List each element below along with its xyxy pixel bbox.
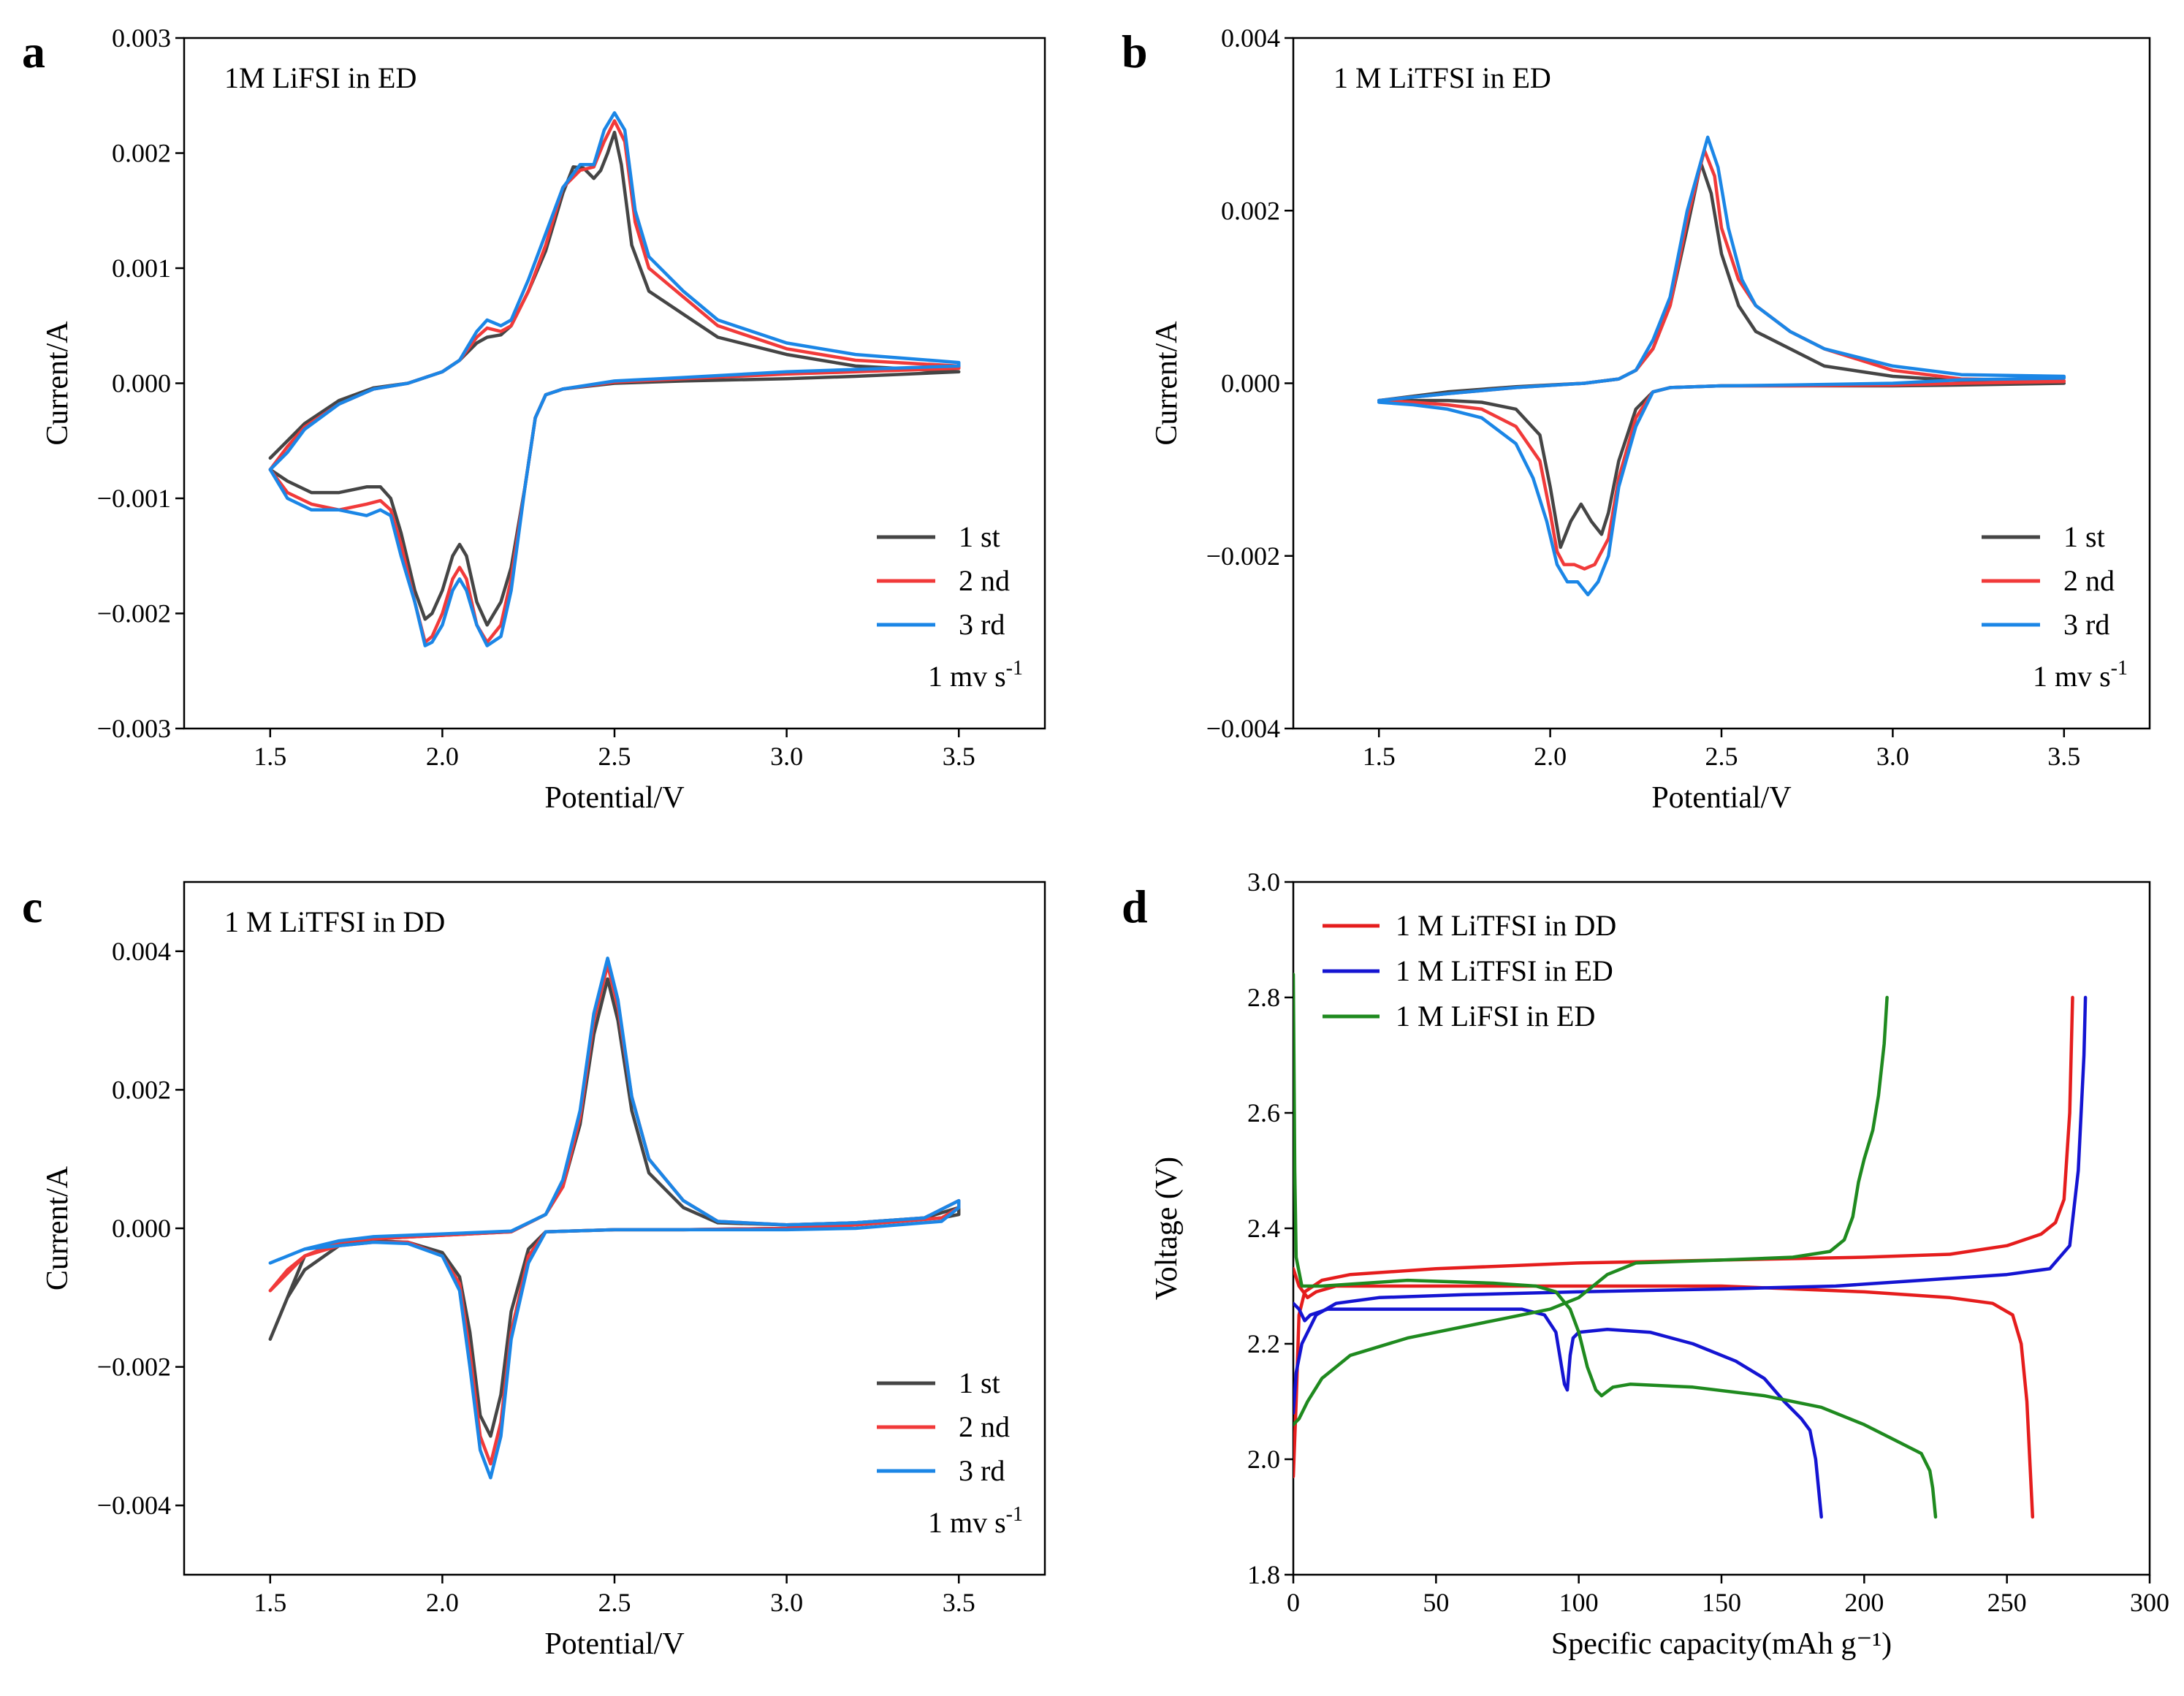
y-tick-label: 0.003 — [112, 23, 171, 53]
series-line-1 — [268, 130, 961, 627]
legend-label-3: 3 rd — [959, 1454, 1005, 1487]
panel-c: c 1.5 2.0 2.5 3.0 3.5 −0.004 −0.002 0.000 0.002 0.… — [22, 881, 1046, 1661]
y-tick-label: 0.002 — [112, 1075, 171, 1104]
legend-label-1: 1 st — [959, 1366, 1000, 1399]
y-tick-label: −0.004 — [1206, 714, 1280, 743]
legend-label-2: 1 M LiTFSI in ED — [1396, 954, 1613, 987]
series-line-3 — [268, 957, 961, 1480]
y-tick-label: 0.002 — [1221, 196, 1280, 225]
y-axis-label: Current/A — [1150, 321, 1184, 446]
y-tick-label: 2.4 — [1247, 1214, 1280, 1243]
x-tick-label: 50 — [1423, 1588, 1449, 1617]
panel-a: a 1.5 2.0 2.5 3.0 3.5 −0.003 −0.002 −0.001 0.000 0… — [22, 23, 1046, 815]
panel-b: b 1.5 2.0 2.5 3.0 3.5 −0.004 −0.002 0.000 0.002 0.… — [1122, 23, 2151, 815]
x-tick-label: 100 — [1559, 1588, 1599, 1617]
condition-annotation: 1M LiFSI in ED — [224, 61, 416, 94]
y-tick-label: 0.000 — [112, 369, 171, 398]
y-tick-label: 3.0 — [1247, 867, 1280, 897]
y-tick-label: 0.000 — [112, 1214, 171, 1243]
x-tick-label: 2.0 — [426, 1588, 459, 1617]
legend-label-2: 2 nd — [959, 1410, 1010, 1443]
series-line-2 — [268, 963, 961, 1466]
y-tick-label: 0.002 — [112, 139, 171, 168]
y-tick-label: −0.004 — [97, 1491, 171, 1520]
y-tick-label: 1.8 — [1247, 1560, 1280, 1589]
y-tick-label: 0.004 — [112, 937, 171, 966]
discharge-curve-3 — [1293, 973, 1938, 1519]
plot-area — [1293, 973, 2088, 1519]
x-tick-label: 3.0 — [770, 1588, 803, 1617]
x-tick-label: 3.5 — [943, 742, 975, 771]
panel-letter-a: a — [22, 26, 45, 77]
y-axis-label: Voltage (V) — [1150, 1157, 1184, 1300]
legend-label-2: 2 nd — [959, 564, 1010, 597]
x-tick-label: 2.0 — [1534, 742, 1567, 771]
series-line-1 — [268, 977, 961, 1438]
x-axis-label: Potential/V — [544, 1627, 684, 1661]
charge-curve-2 — [1293, 995, 2088, 1415]
x-tick-label: 1.5 — [254, 1588, 286, 1617]
discharge-curve-1 — [1293, 1267, 2035, 1519]
condition-annotation: 1 M LiTFSI in DD — [224, 905, 445, 938]
x-tick-label: 250 — [1987, 1588, 2027, 1617]
x-tick-label: 3.0 — [770, 742, 803, 771]
x-tick-label: 1.5 — [1363, 742, 1396, 771]
legend-label-2: 2 nd — [2063, 564, 2115, 597]
y-tick-label: −0.001 — [97, 484, 171, 513]
series-line-3 — [268, 111, 961, 647]
x-tick-label: 2.5 — [598, 742, 631, 771]
condition-annotation: 1 M LiTFSI in ED — [1333, 61, 1551, 94]
y-tick-label: 0.004 — [1221, 23, 1280, 53]
scan-rate-label: 1 mv s-1 — [928, 657, 1023, 693]
y-tick-label: −0.003 — [97, 714, 171, 743]
panel-d: d 0 50 100 150 200 250 300 1.8 2.0 2.2 2.4 2.6 2.8 3.0… — [1122, 867, 2169, 1661]
panel-letter-b: b — [1122, 26, 1148, 77]
y-tick-label: 2.8 — [1247, 983, 1280, 1012]
x-axis-label: Potential/V — [544, 781, 684, 815]
y-axis-label: Current/A — [41, 1165, 75, 1290]
x-tick-label: 2.0 — [426, 742, 459, 771]
scan-rate-label: 1 mv s-1 — [2033, 657, 2128, 693]
y-tick-label: −0.002 — [1206, 541, 1280, 571]
series-line-3 — [1377, 135, 2066, 597]
legend-label-1: 1 M LiTFSI in DD — [1396, 909, 1616, 942]
series-line-2 — [1377, 148, 2066, 571]
y-tick-label: 0.000 — [1221, 369, 1280, 398]
legend-label-3: 3 rd — [959, 608, 1005, 641]
legend-label-1: 1 st — [2063, 520, 2105, 553]
x-tick-label: 2.5 — [1705, 742, 1738, 771]
charge-curve-3 — [1293, 995, 1889, 1426]
x-tick-label: 0 — [1287, 1588, 1300, 1617]
x-tick-label: 3.0 — [1876, 742, 1909, 771]
y-tick-label: −0.002 — [97, 1353, 171, 1382]
x-tick-label: 1.5 — [254, 742, 286, 771]
legend-label-3: 1 M LiFSI in ED — [1396, 1000, 1595, 1033]
legend-label-3: 3 rd — [2063, 608, 2109, 641]
plot-area — [268, 957, 961, 1480]
x-axis-label: Potential/V — [1651, 781, 1791, 815]
x-tick-label: 3.5 — [943, 1588, 975, 1617]
legend-label-1: 1 st — [959, 520, 1000, 553]
x-tick-label: 300 — [2130, 1588, 2169, 1617]
y-tick-label: 2.6 — [1247, 1098, 1280, 1128]
y-tick-label: 2.2 — [1247, 1329, 1280, 1358]
x-tick-label: 200 — [1844, 1588, 1884, 1617]
x-tick-label: 3.5 — [2047, 742, 2080, 771]
y-tick-label: 0.001 — [112, 254, 171, 283]
panel-letter-d: d — [1122, 881, 1148, 932]
x-tick-label: 150 — [1702, 1588, 1741, 1617]
plot-area — [268, 111, 961, 647]
panel-letter-c: c — [22, 881, 42, 932]
y-tick-label: 2.0 — [1247, 1445, 1280, 1474]
x-tick-label: 2.5 — [598, 1588, 631, 1617]
charge-curve-1 — [1293, 995, 2074, 1478]
y-axis-label: Current/A — [41, 321, 75, 446]
scan-rate-label: 1 mv s-1 — [928, 1503, 1023, 1539]
y-tick-label: −0.002 — [97, 599, 171, 628]
x-axis-label: Specific capacity(mAh g⁻¹) — [1551, 1627, 1892, 1661]
discharge-curve-2 — [1293, 1301, 1823, 1519]
plot-area — [1377, 135, 2066, 597]
